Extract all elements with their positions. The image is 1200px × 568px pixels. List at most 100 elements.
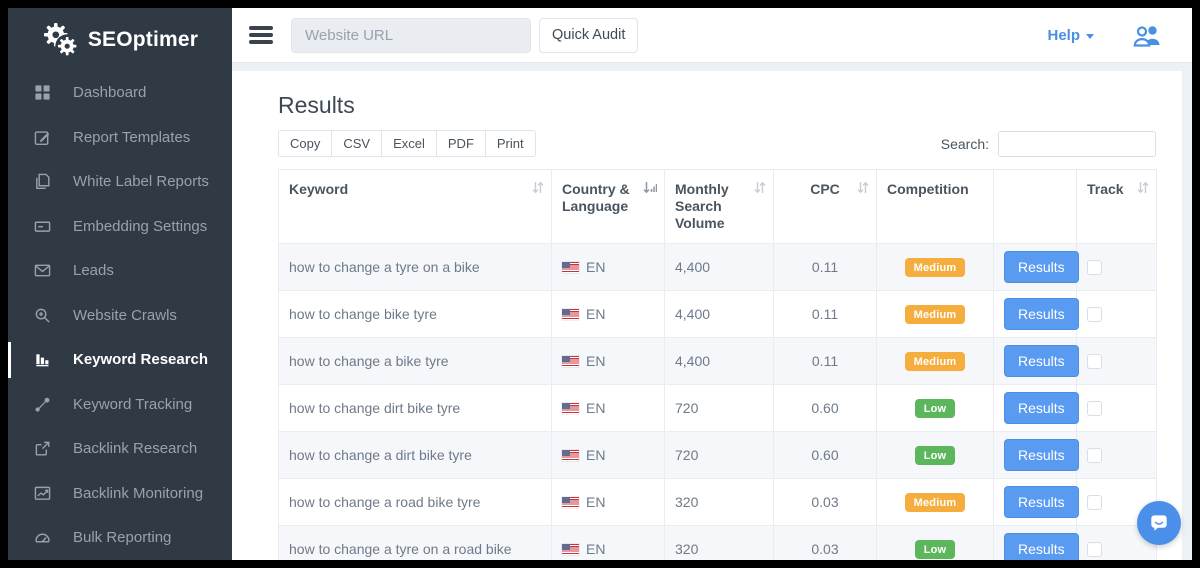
embed-card-icon — [33, 217, 51, 235]
sidebar-item-website-crawls[interactable]: Website Crawls — [8, 293, 232, 338]
cpc-cell: 0.03 — [773, 478, 877, 526]
results-button[interactable]: Results — [1004, 439, 1079, 471]
sidebar-item-dashboard[interactable]: Dashboard — [8, 71, 232, 116]
results-button[interactable]: Results — [1004, 486, 1079, 518]
volume-cell: 320 — [664, 525, 774, 560]
action-cell: Results — [993, 525, 1079, 560]
us-flag-icon — [562, 309, 579, 320]
track-cell — [1076, 384, 1157, 432]
cpc-cell: 0.11 — [773, 243, 877, 291]
us-flag-icon — [562, 262, 579, 273]
sidebar-item-label: Leads — [73, 262, 114, 280]
line-chart-icon — [33, 484, 51, 502]
col-header-track[interactable]: Track — [1076, 169, 1157, 244]
keyword-cell: how to change a tyre on a road bike — [278, 525, 552, 560]
help-menu[interactable]: Help — [1047, 27, 1094, 44]
excel-button[interactable]: Excel — [381, 130, 437, 157]
table-row: how to change a dirt bike tyre EN 720 0.… — [278, 431, 1157, 479]
action-cell: Results — [993, 243, 1079, 291]
country-cell: EN — [551, 337, 665, 385]
col-header-label: CPC — [810, 181, 840, 197]
sidebar-item-label: Keyword Tracking — [73, 395, 193, 413]
language-code: EN — [586, 306, 606, 322]
table-row: how to change a bike tyre EN 4,400 0.11 … — [278, 337, 1157, 385]
users-account-icon[interactable] — [1132, 24, 1162, 47]
chat-launcher-button[interactable] — [1137, 501, 1181, 545]
sidebar-item-keyword-research[interactable]: Keyword Research — [8, 338, 232, 383]
scrollbar-track[interactable] — [1182, 71, 1192, 560]
main-content-area: Results Copy CSV Excel PDF Print Search: — [232, 63, 1192, 560]
sidebar-item-label: Backlink Monitoring — [73, 484, 204, 502]
hamburger-menu-icon[interactable] — [249, 23, 273, 48]
sidebar-item-bulk-reporting[interactable]: Bulk Reporting — [8, 516, 232, 561]
col-header-competition[interactable]: Competition — [876, 169, 994, 244]
divider-band — [232, 63, 1192, 71]
search-input[interactable] — [998, 130, 1156, 157]
quick-audit-button[interactable]: Quick Audit — [539, 17, 639, 53]
competition-badge: Low — [914, 445, 956, 465]
volume-cell: 4,400 — [664, 290, 774, 338]
col-header-label: Competition — [887, 181, 969, 197]
country-cell: EN — [551, 431, 665, 479]
pdf-button[interactable]: PDF — [435, 130, 486, 157]
results-button[interactable]: Results — [1004, 298, 1079, 330]
country-cell: EN — [551, 290, 665, 338]
cpc-cell: 0.03 — [773, 525, 877, 560]
sidebar-item-embedding-settings[interactable]: Embedding Settings — [8, 204, 232, 249]
keyword-cell: how to change a bike tyre — [278, 337, 552, 385]
cpc-cell: 0.60 — [773, 431, 877, 479]
sidebar-item-white-label-reports[interactable]: White Label Reports — [8, 160, 232, 205]
competition-cell: Low — [876, 525, 994, 560]
language-code: EN — [586, 259, 606, 275]
sidebar-item-report-templates[interactable]: Report Templates — [8, 115, 232, 160]
table-row: how to change dirt bike tyre EN 720 0.60… — [278, 384, 1157, 432]
results-button[interactable]: Results — [1004, 345, 1079, 377]
col-header-monthly-search-volume[interactable]: Monthly Search Volume — [664, 169, 774, 244]
sidebar-item-backlink-research[interactable]: Backlink Research — [8, 427, 232, 472]
competition-badge: Medium — [904, 351, 966, 371]
cpc-cell: 0.60 — [773, 384, 877, 432]
csv-button[interactable]: CSV — [331, 130, 383, 157]
caret-down-icon — [1086, 33, 1094, 39]
brand-logo[interactable]: SEOptimer — [8, 16, 232, 65]
results-button[interactable]: Results — [1004, 392, 1079, 424]
track-checkbox[interactable] — [1087, 495, 1102, 511]
sort-both-icon — [857, 181, 869, 198]
print-button[interactable]: Print — [484, 130, 536, 157]
copy-button[interactable]: Copy — [278, 130, 333, 157]
language-code: EN — [586, 400, 606, 416]
sidebar-item-backlink-monitoring[interactable]: Backlink Monitoring — [8, 471, 232, 516]
pages-icon — [33, 173, 51, 191]
cpc-cell: 0.11 — [773, 290, 877, 338]
country-cell: EN — [551, 243, 665, 291]
col-header-country-language[interactable]: Country & Language — [551, 169, 665, 244]
keyword-cell: how to change a tyre on a bike — [278, 243, 552, 291]
language-code: EN — [586, 494, 606, 510]
sidebar-item-label: Keyword Research — [73, 351, 209, 369]
col-header-keyword[interactable]: Keyword — [278, 169, 552, 244]
track-checkbox[interactable] — [1087, 307, 1102, 323]
track-checkbox[interactable] — [1087, 542, 1102, 558]
results-button[interactable]: Results — [1004, 533, 1079, 560]
track-checkbox[interactable] — [1087, 448, 1102, 464]
sidebar-item-label: Report Templates — [73, 128, 191, 146]
competition-badge: Medium — [904, 304, 966, 324]
sidebar-item-leads[interactable]: Leads — [8, 249, 232, 294]
track-cell — [1076, 243, 1157, 291]
table-row: how to change a tyre on a bike EN 4,400 … — [278, 243, 1157, 291]
col-header-cpc[interactable]: CPC — [773, 169, 877, 244]
volume-cell: 4,400 — [664, 337, 774, 385]
col-header-actions[interactable] — [993, 169, 1077, 244]
track-checkbox[interactable] — [1087, 260, 1102, 276]
results-button[interactable]: Results — [1004, 251, 1079, 283]
table-row: how to change bike tyre EN 4,400 0.11 Me… — [278, 290, 1157, 338]
track-checkbox[interactable] — [1087, 354, 1102, 370]
col-header-label: Keyword — [289, 181, 349, 197]
country-cell: EN — [551, 478, 665, 526]
track-checkbox[interactable] — [1087, 401, 1102, 417]
volume-cell: 320 — [664, 478, 774, 526]
sidebar-item-keyword-tracking[interactable]: Keyword Tracking — [8, 382, 232, 427]
gauge-icon — [33, 529, 51, 547]
website-url-input[interactable] — [291, 17, 531, 53]
seoptimer-gear-logo-icon — [43, 23, 79, 59]
